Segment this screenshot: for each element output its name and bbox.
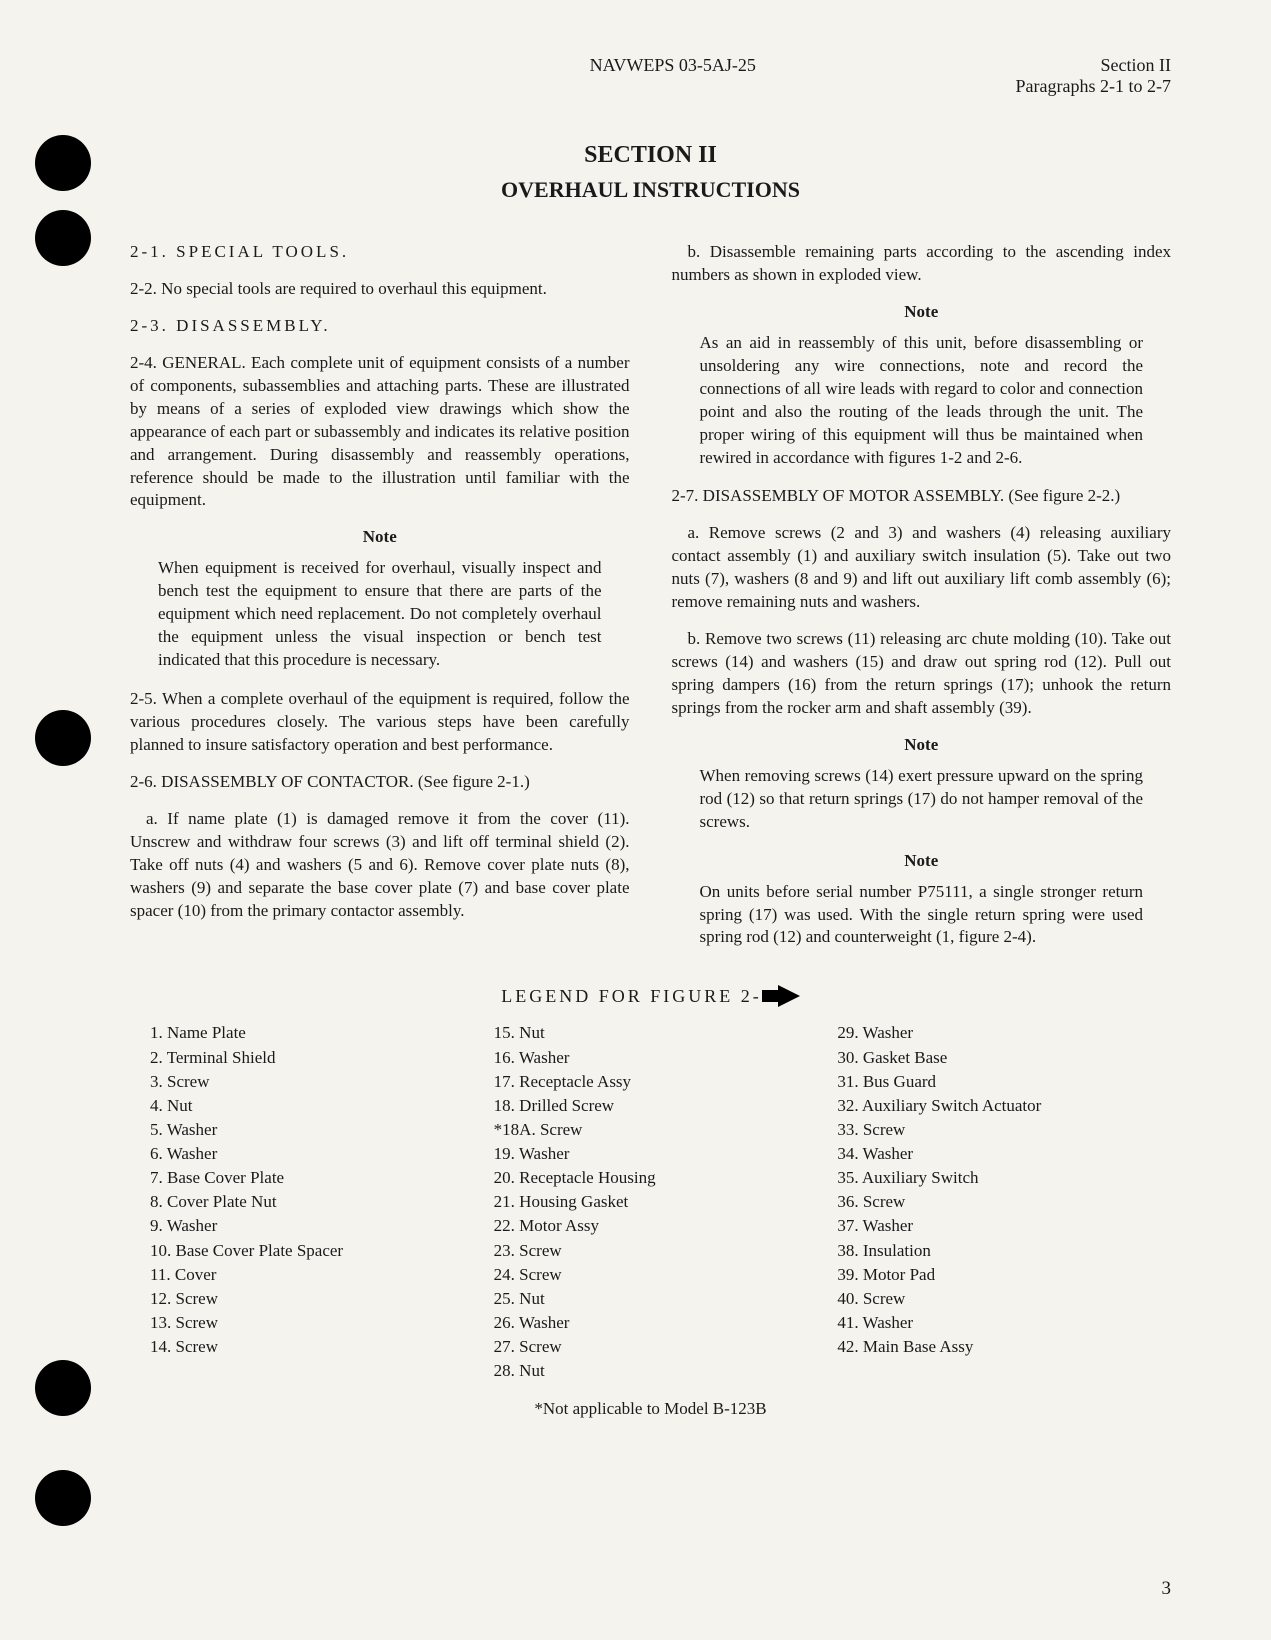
section-subtitle: OVERHAUL INSTRUCTIONS xyxy=(130,177,1171,203)
legend-item: 29. Washer xyxy=(837,1021,1151,1045)
legend-item: 6. Washer xyxy=(150,1142,464,1166)
legend-col-2: 15. Nut16. Washer17. Receptacle Assy18. … xyxy=(494,1021,808,1383)
legend-item: 9. Washer xyxy=(150,1214,464,1238)
legend-item: 22. Motor Assy xyxy=(494,1214,808,1238)
note-3-body: When removing screws (14) exert pressure… xyxy=(700,765,1144,834)
note-2-body: As an aid in reassembly of this unit, be… xyxy=(700,332,1144,470)
note-1-label: Note xyxy=(130,526,630,549)
legend-item: 24. Screw xyxy=(494,1263,808,1287)
para-2-2: 2-2. No special tools are required to ov… xyxy=(130,278,630,301)
legend-item: 18. Drilled Screw xyxy=(494,1094,808,1118)
doc-id: NAVWEPS 03-5AJ-25 xyxy=(330,55,1016,97)
legend-footnote: *Not applicable to Model B-123B xyxy=(130,1399,1171,1419)
section-title: SECTION II xyxy=(130,142,1171,169)
legend-item: 17. Receptacle Assy xyxy=(494,1070,808,1094)
legend-item: 3. Screw xyxy=(150,1070,464,1094)
legend-item: 10. Base Cover Plate Spacer xyxy=(150,1239,464,1263)
legend-item: 32. Auxiliary Switch Actuator xyxy=(837,1094,1151,1118)
legend-item: 40. Screw xyxy=(837,1287,1151,1311)
arrow-right-icon xyxy=(778,985,800,1007)
legend-item: 26. Washer xyxy=(494,1311,808,1335)
legend-item: 16. Washer xyxy=(494,1046,808,1070)
legend-item: 12. Screw xyxy=(150,1287,464,1311)
para-2-1-heading: 2-1. SPECIAL TOOLS. xyxy=(130,241,630,264)
left-column: 2-1. SPECIAL TOOLS. 2-2. No special tool… xyxy=(130,241,630,965)
para-2-6-b: b. Disassemble remaining parts according… xyxy=(672,241,1172,287)
legend-item: 7. Base Cover Plate xyxy=(150,1166,464,1190)
legend-item: 42. Main Base Assy xyxy=(837,1335,1151,1359)
para-2-5: 2-5. When a complete overhaul of the equ… xyxy=(130,688,630,757)
para-2-3-heading: 2-3. DISASSEMBLY. xyxy=(130,315,630,338)
legend-columns: 1. Name Plate2. Terminal Shield3. Screw4… xyxy=(130,1021,1171,1383)
legend-item: 35. Auxiliary Switch xyxy=(837,1166,1151,1190)
note-4-label: Note xyxy=(672,850,1172,873)
legend-item: 34. Washer xyxy=(837,1142,1151,1166)
legend-item: 19. Washer xyxy=(494,1142,808,1166)
note-1-body: When equipment is received for overhaul,… xyxy=(158,557,602,672)
legend-item: 30. Gasket Base xyxy=(837,1046,1151,1070)
legend-item: 38. Insulation xyxy=(837,1239,1151,1263)
legend-title-text: LEGEND FOR FIGURE 2-1 xyxy=(501,986,774,1007)
legend-item: 33. Screw xyxy=(837,1118,1151,1142)
legend-item: 28. Nut xyxy=(494,1359,808,1383)
legend-item: 20. Receptacle Housing xyxy=(494,1166,808,1190)
para-2-6: 2-6. DISASSEMBLY OF CONTACTOR. (See figu… xyxy=(182,771,630,794)
legend-item: 27. Screw xyxy=(494,1335,808,1359)
legend-item: 8. Cover Plate Nut xyxy=(150,1190,464,1214)
legend-item: 5. Washer xyxy=(150,1118,464,1142)
punch-hole-icon xyxy=(35,210,91,266)
legend-item: 39. Motor Pad xyxy=(837,1263,1151,1287)
note-4-body: On units before serial number P75111, a … xyxy=(700,881,1144,950)
punch-hole-icon xyxy=(35,1360,91,1416)
legend-item: 37. Washer xyxy=(837,1214,1151,1238)
legend-item: *18A. Screw xyxy=(494,1118,808,1142)
para-2-7-b: b. Remove two screws (11) releasing arc … xyxy=(672,628,1172,720)
body-columns: 2-1. SPECIAL TOOLS. 2-2. No special tool… xyxy=(130,241,1171,965)
note-3-label: Note xyxy=(672,734,1172,757)
legend-title: LEGEND FOR FIGURE 2-1 xyxy=(130,985,1171,1007)
paragraphs-label: Paragraphs 2-1 to 2-7 xyxy=(1016,76,1171,97)
page-header: NAVWEPS 03-5AJ-25 Section II Paragraphs … xyxy=(130,55,1171,97)
legend-item: 41. Washer xyxy=(837,1311,1151,1335)
legend-item: 2. Terminal Shield xyxy=(150,1046,464,1070)
para-2-6-a: a. If name plate (1) is damaged remove i… xyxy=(130,808,630,923)
para-2-4: 2-4. GENERAL. Each complete unit of equi… xyxy=(130,352,630,513)
punch-hole-icon xyxy=(35,135,91,191)
section-label: Section II xyxy=(1016,55,1171,76)
para-2-7-a: a. Remove screws (2 and 3) and washers (… xyxy=(672,522,1172,614)
legend-item: 23. Screw xyxy=(494,1239,808,1263)
legend-item: 1. Name Plate xyxy=(150,1021,464,1045)
page-number: 3 xyxy=(1162,1578,1172,1600)
right-column: b. Disassemble remaining parts according… xyxy=(672,241,1172,965)
legend-item: 4. Nut xyxy=(150,1094,464,1118)
legend-item: 25. Nut xyxy=(494,1287,808,1311)
legend-item: 13. Screw xyxy=(150,1311,464,1335)
note-2-label: Note xyxy=(672,301,1172,324)
legend-item: 11. Cover xyxy=(150,1263,464,1287)
legend-item: 21. Housing Gasket xyxy=(494,1190,808,1214)
legend-col-3: 29. Washer30. Gasket Base31. Bus Guard32… xyxy=(837,1021,1151,1383)
para-2-7: 2-7. DISASSEMBLY OF MOTOR ASSEMBLY. (See… xyxy=(724,485,1172,508)
legend-col-1: 1. Name Plate2. Terminal Shield3. Screw4… xyxy=(150,1021,464,1383)
punch-hole-icon xyxy=(35,710,91,766)
legend-item: 31. Bus Guard xyxy=(837,1070,1151,1094)
legend-item: 15. Nut xyxy=(494,1021,808,1045)
legend-item: 36. Screw xyxy=(837,1190,1151,1214)
header-right: Section II Paragraphs 2-1 to 2-7 xyxy=(1016,55,1171,97)
legend-item: 14. Screw xyxy=(150,1335,464,1359)
punch-hole-icon xyxy=(35,1470,91,1526)
